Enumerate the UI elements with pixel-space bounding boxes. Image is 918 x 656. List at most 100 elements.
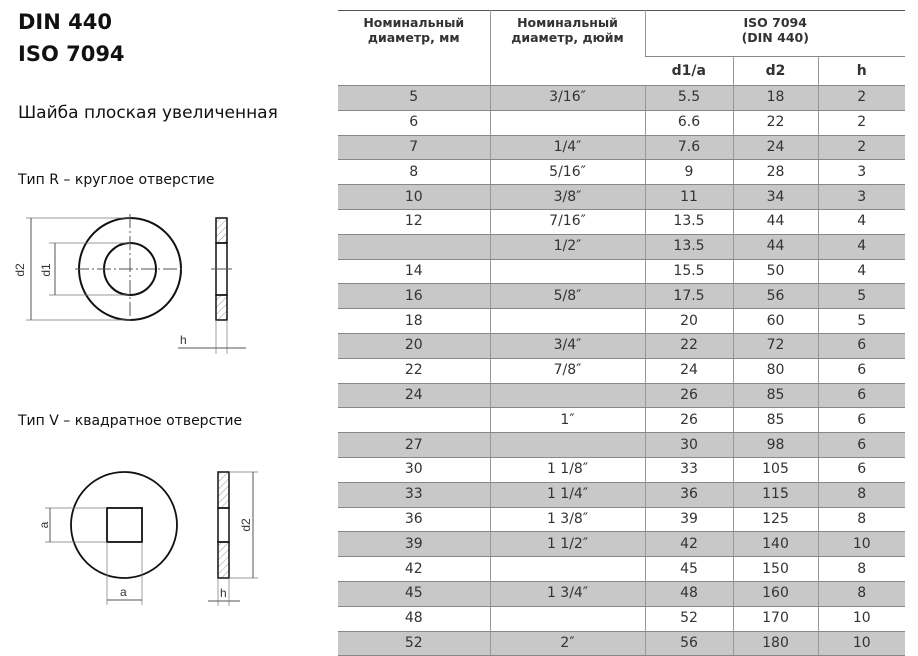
cell-nominal-inch: 7/16″ <box>489 209 645 235</box>
cell-h: 2 <box>817 85 905 111</box>
table-row: 18 20 60 5 <box>338 308 905 334</box>
type-r-front-view: d2 d1 <box>13 214 185 324</box>
cell-d1a: 39 <box>644 507 733 533</box>
cell-d2: 140 <box>732 531 818 558</box>
cell-d2: 180 <box>732 631 818 656</box>
table-row: 42 45 150 8 <box>338 556 905 582</box>
cell-nominal-mm: 36 <box>338 507 490 533</box>
cell-nominal-mm: 45 <box>338 581 490 607</box>
type-r-caption: Тип R – круглое отверстие <box>18 172 215 188</box>
table-row: 6 6.6 22 2 <box>338 110 905 136</box>
cell-d2: 44 <box>732 209 818 235</box>
cell-d2: 22 <box>732 110 818 136</box>
cell-h: 2 <box>817 135 905 161</box>
cell-nominal-inch: 1 1/4″ <box>489 482 645 508</box>
table-row: 1″ 26 85 6 <box>338 407 905 434</box>
cell-h: 6 <box>817 457 905 483</box>
cell-d2: 98 <box>732 432 818 458</box>
cell-nominal-mm: 39 <box>338 531 490 558</box>
cell-nominal-mm: 33 <box>338 482 490 508</box>
d2-label-v: d2 <box>239 518 253 532</box>
cell-nominal-inch: 1 3/4″ <box>489 581 645 607</box>
cell-h: 6 <box>817 407 905 434</box>
header-standard-iso: ISO 7094 <box>743 15 807 30</box>
cell-nominal-inch: 1 3/8″ <box>489 507 645 533</box>
a-label-bottom: a <box>120 585 127 599</box>
type-r-side-view: h <box>178 217 246 354</box>
cell-d1a: 5.5 <box>644 85 733 111</box>
d1-label: d1 <box>39 263 53 277</box>
cell-d1a: 20 <box>644 308 733 334</box>
cell-nominal-inch: 5/8″ <box>489 283 645 310</box>
table-row: 22 7/8″ 24 80 6 <box>338 358 905 384</box>
table-row: 16 5/8″ 17.5 56 5 <box>338 283 905 310</box>
table-row: 20 3/4″ 22 72 6 <box>338 333 905 359</box>
cell-nominal-mm: 10 <box>338 184 490 210</box>
cell-d2: 115 <box>732 482 818 508</box>
h-label-r: h <box>180 333 187 347</box>
cell-nominal-mm: 52 <box>338 631 490 656</box>
cell-d2: 170 <box>732 606 818 632</box>
cell-h: 3 <box>817 159 905 186</box>
cell-nominal-mm: 48 <box>338 606 490 632</box>
cell-nominal-inch <box>489 259 645 285</box>
cell-nominal-inch: 3/8″ <box>489 184 645 210</box>
cell-nominal-inch <box>489 308 645 334</box>
cell-d1a: 7.6 <box>644 135 733 161</box>
cell-d1a: 36 <box>644 482 733 508</box>
cell-h: 8 <box>817 507 905 533</box>
table-row: 45 1 3/4″ 48 160 8 <box>338 581 905 607</box>
cell-d1a: 52 <box>644 606 733 632</box>
a-label-left: a <box>37 521 51 528</box>
cell-h: 4 <box>817 234 905 260</box>
cell-nominal-mm: 20 <box>338 333 490 359</box>
cell-nominal-inch <box>489 110 645 136</box>
cell-nominal-mm: 5 <box>338 85 490 111</box>
cell-d1a: 13.5 <box>644 209 733 235</box>
table-row: 5 3/16″ 5.5 18 2 <box>338 85 905 111</box>
cell-h: 4 <box>817 259 905 285</box>
d2-label: d2 <box>13 263 27 277</box>
cell-h: 4 <box>817 209 905 235</box>
table-row: 10 3/8″ 11 34 3 <box>338 184 905 210</box>
cell-d1a: 48 <box>644 581 733 607</box>
cell-nominal-mm: 6 <box>338 110 490 136</box>
header-standard: ISO 7094 (DIN 440) <box>644 10 905 57</box>
h-label-v: h <box>220 586 227 600</box>
cell-h: 6 <box>817 383 905 409</box>
cell-d2: 72 <box>732 333 818 359</box>
cell-d1a: 30 <box>644 432 733 458</box>
cell-h: 3 <box>817 184 905 210</box>
cell-d1a: 33 <box>644 457 733 483</box>
cell-d1a: 22 <box>644 333 733 359</box>
cell-d2: 125 <box>732 507 818 533</box>
cell-nominal-mm <box>338 234 490 260</box>
cell-d1a: 56 <box>644 631 733 656</box>
table-row: 8 5/16″ 9 28 3 <box>338 159 905 186</box>
cell-nominal-inch: 1 1/2″ <box>489 531 645 558</box>
cell-h: 8 <box>817 556 905 582</box>
table-row: 48 52 170 10 <box>338 606 905 632</box>
header-nominal-mm: Номинальный диаметр, мм <box>338 10 490 86</box>
cell-nominal-mm: 42 <box>338 556 490 582</box>
cell-nominal-mm: 7 <box>338 135 490 161</box>
cell-h: 6 <box>817 333 905 359</box>
type-v-front-view: a a <box>37 471 178 605</box>
cell-nominal-inch: 5/16″ <box>489 159 645 186</box>
cell-nominal-mm <box>338 407 490 434</box>
cell-d2: 150 <box>732 556 818 582</box>
cell-h: 6 <box>817 358 905 384</box>
cell-d2: 44 <box>732 234 818 260</box>
cell-h: 5 <box>817 308 905 334</box>
table-row: 27 30 98 6 <box>338 432 905 458</box>
cell-d1a: 26 <box>644 407 733 434</box>
cell-d1a: 42 <box>644 531 733 558</box>
cell-nominal-inch: 1″ <box>489 407 645 434</box>
table-row: 24 26 85 6 <box>338 383 905 409</box>
cell-d2: 60 <box>732 308 818 334</box>
cell-nominal-inch <box>489 606 645 632</box>
cell-d2: 80 <box>732 358 818 384</box>
cell-nominal-inch: 1 1/8″ <box>489 457 645 483</box>
cell-nominal-inch: 3/4″ <box>489 333 645 359</box>
cell-nominal-mm: 27 <box>338 432 490 458</box>
